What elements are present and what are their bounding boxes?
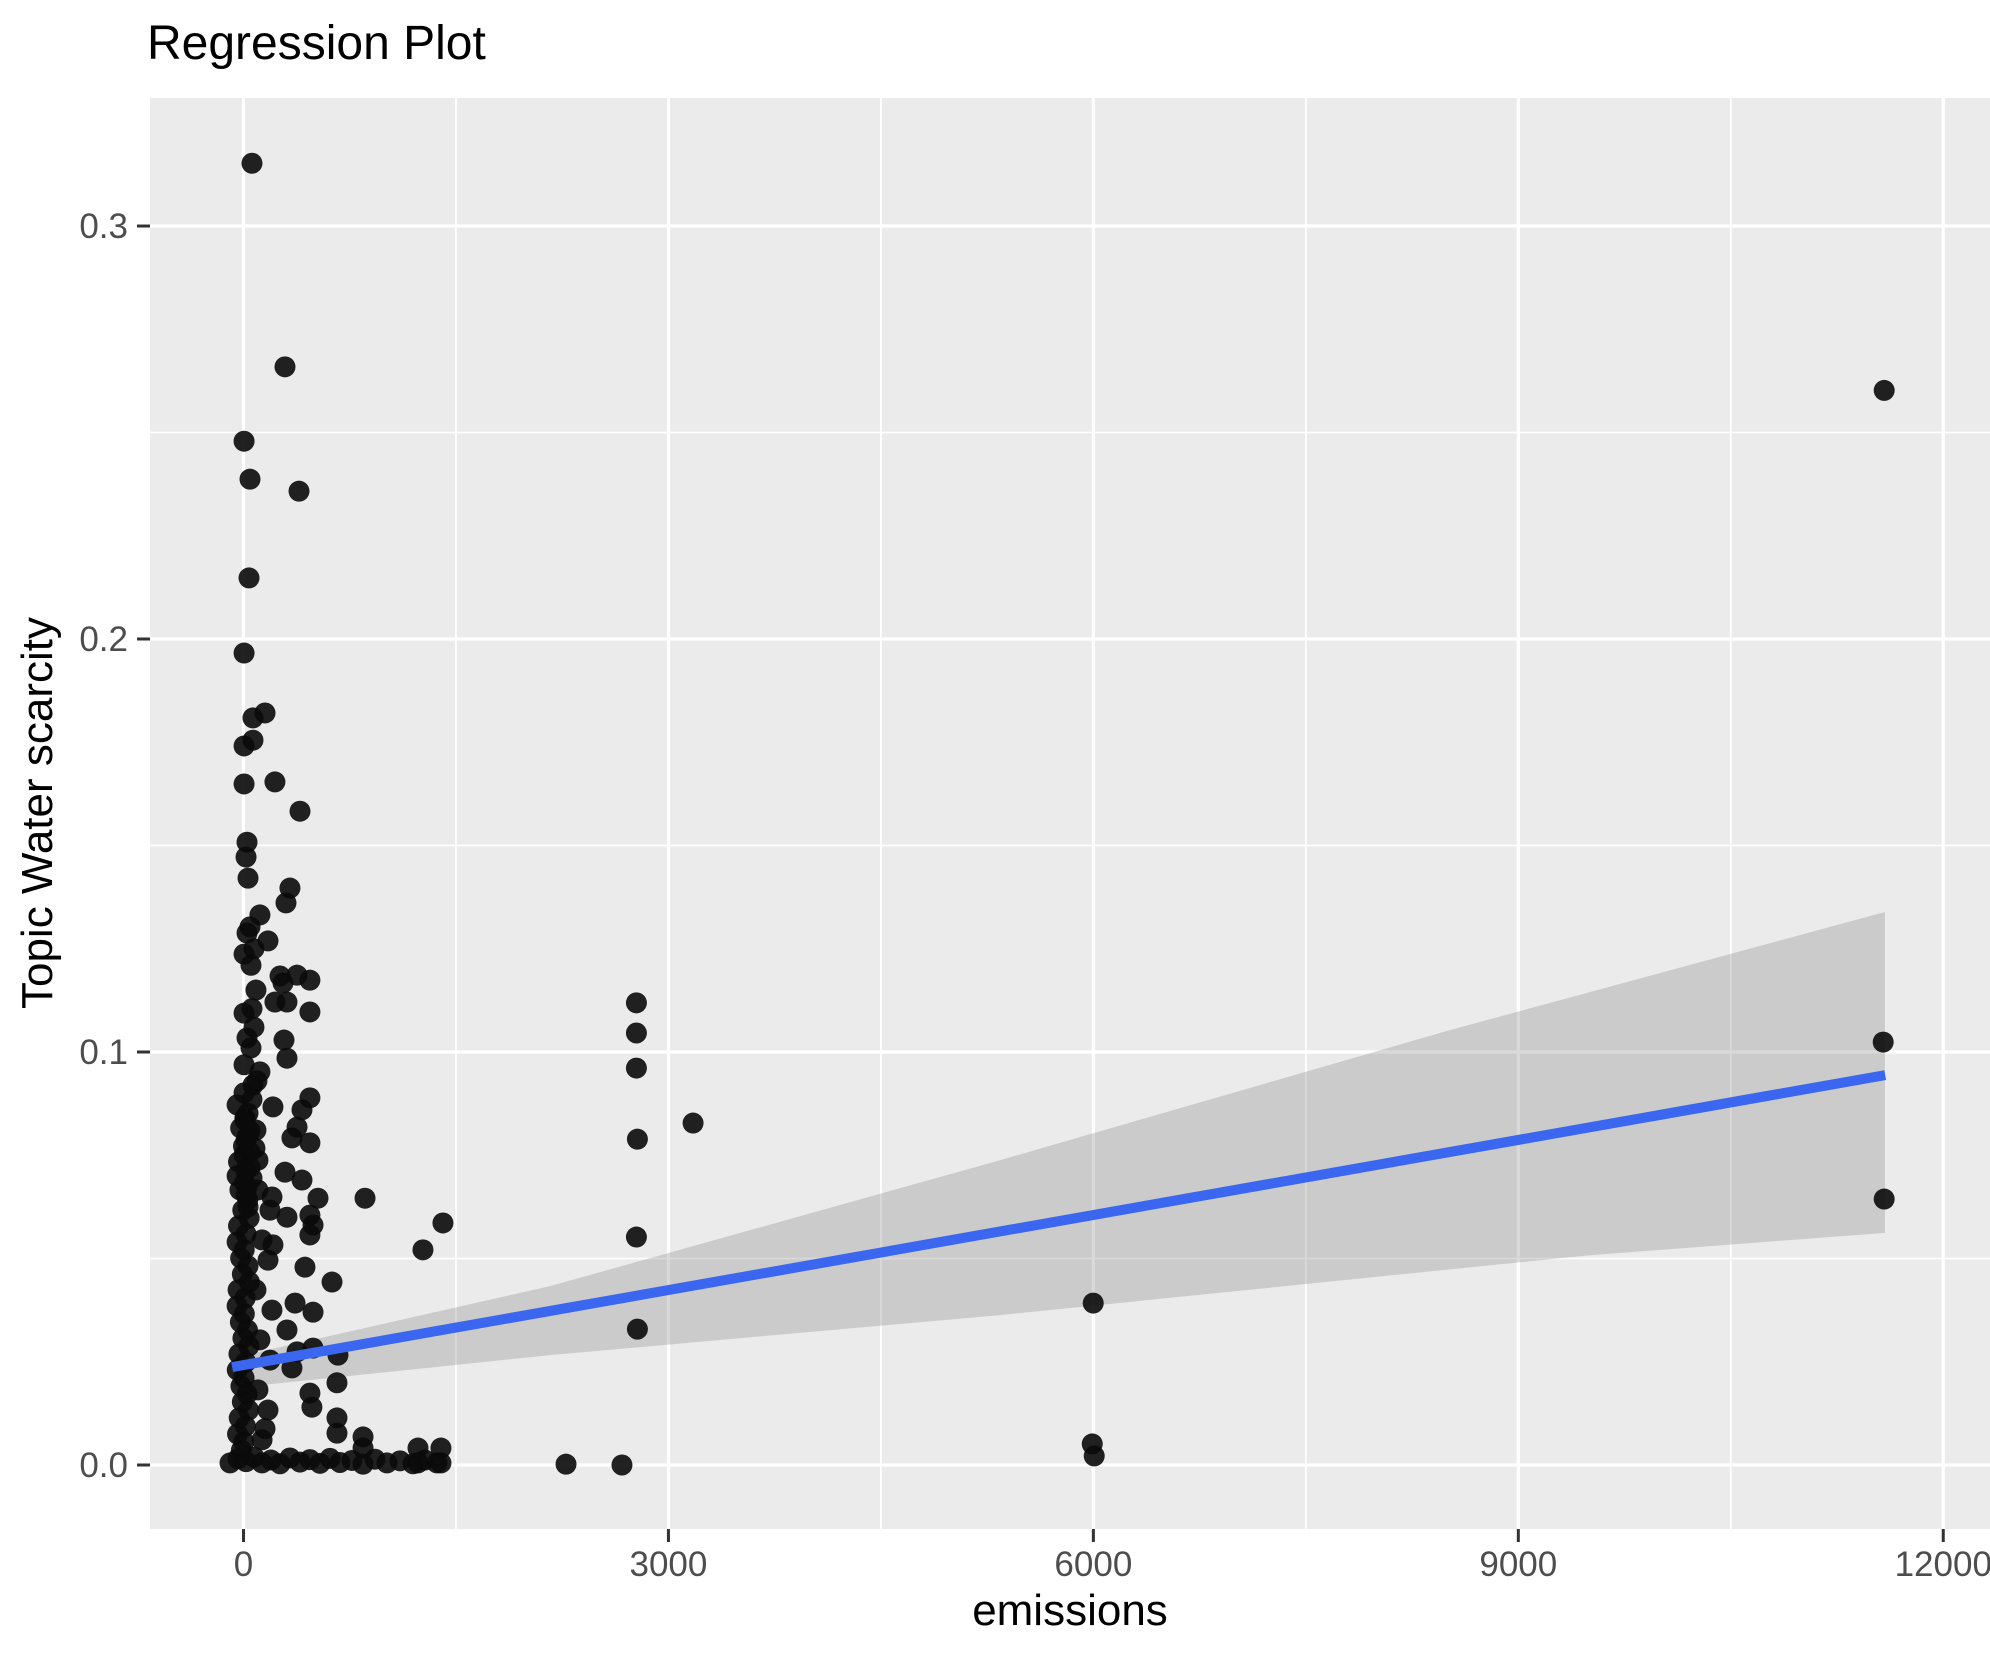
data-point <box>299 1001 321 1023</box>
data-point <box>276 1206 298 1228</box>
x-tick-label: 0 <box>234 1545 253 1584</box>
data-point <box>242 729 264 751</box>
data-point <box>247 1179 269 1201</box>
data-point <box>326 1407 348 1429</box>
data-point <box>611 1454 633 1476</box>
y-axis-title: Topic Water scarcity <box>13 616 62 1010</box>
x-axis-title: emissions <box>972 1586 1168 1635</box>
data-point <box>301 1396 323 1418</box>
data-point <box>257 1399 279 1421</box>
data-point <box>625 1226 647 1248</box>
data-point <box>233 642 255 664</box>
y-tick-label: 0.0 <box>79 1446 128 1485</box>
data-point <box>625 992 647 1014</box>
y-tick-label: 0.2 <box>79 620 128 659</box>
data-point <box>1872 1031 1894 1053</box>
data-point <box>247 1379 269 1401</box>
data-point <box>273 1029 295 1051</box>
data-point <box>262 1096 284 1118</box>
x-tick-label: 9000 <box>1479 1545 1557 1584</box>
data-point <box>240 954 262 976</box>
data-point <box>233 430 255 452</box>
data-point <box>275 892 297 914</box>
data-point <box>240 1037 262 1059</box>
data-point <box>307 1187 329 1209</box>
y-tick-label: 0.3 <box>79 207 128 246</box>
data-point <box>241 998 263 1020</box>
data-point <box>241 152 263 174</box>
data-point <box>326 1422 348 1444</box>
data-point <box>407 1452 429 1474</box>
confidence-band <box>232 911 1885 1389</box>
data-point <box>233 1054 255 1076</box>
data-point <box>299 1224 321 1246</box>
data-point <box>243 1016 265 1038</box>
data-point <box>302 1301 324 1323</box>
data-point <box>276 1319 298 1341</box>
data-point <box>412 1239 434 1261</box>
regression-line <box>231 1070 1887 1373</box>
data-point <box>236 922 258 944</box>
data-point <box>289 800 311 822</box>
data-point <box>626 1128 648 1150</box>
data-point <box>264 771 286 793</box>
data-point <box>272 972 294 994</box>
data-point <box>291 1169 313 1191</box>
data-point <box>1873 1188 1895 1210</box>
data-point <box>235 846 257 868</box>
x-tick-label: 3000 <box>629 1545 707 1584</box>
data-point <box>237 867 259 889</box>
data-point <box>274 356 296 378</box>
data-point <box>294 1256 316 1278</box>
data-point <box>276 1047 298 1069</box>
data-point <box>246 1070 268 1092</box>
x-tick-label: 12000 <box>1895 1545 1990 1584</box>
data-point <box>1873 379 1895 401</box>
data-point <box>238 567 260 589</box>
data-point <box>625 1022 647 1044</box>
data-point <box>243 938 265 960</box>
data-point <box>555 1453 577 1475</box>
data-point <box>407 1437 429 1459</box>
data-point <box>326 1372 348 1394</box>
data-point <box>276 991 298 1013</box>
y-tick-label: 0.1 <box>79 1033 128 1072</box>
data-point <box>233 773 255 795</box>
data-point <box>1082 1292 1104 1314</box>
data-point <box>257 1249 279 1271</box>
data-point <box>291 1099 313 1121</box>
data-point <box>625 1057 647 1079</box>
data-point <box>261 1299 283 1321</box>
data-point <box>430 1452 452 1474</box>
data-point <box>354 1187 376 1209</box>
data-point <box>321 1271 343 1293</box>
data-point <box>1083 1445 1105 1467</box>
data-point <box>682 1112 704 1134</box>
data-point <box>626 1318 648 1340</box>
data-point <box>430 1437 452 1459</box>
data-point <box>236 831 258 853</box>
data-point <box>251 1229 273 1251</box>
data-point <box>239 468 261 490</box>
data-point <box>288 480 310 502</box>
data-point <box>245 1119 267 1141</box>
data-point <box>254 702 276 724</box>
data-point <box>259 1199 281 1221</box>
data-point <box>281 1127 303 1149</box>
data-point <box>245 1279 267 1301</box>
data-point <box>281 1357 303 1379</box>
data-point <box>274 1161 296 1183</box>
data-point <box>249 1329 271 1351</box>
data-point <box>245 979 267 1001</box>
data-point <box>254 1418 276 1440</box>
x-tick-label: 6000 <box>1054 1545 1132 1584</box>
data-point <box>299 1132 321 1154</box>
data-point <box>284 1292 306 1314</box>
plot-title: Regression Plot <box>147 17 486 70</box>
data-point <box>432 1212 454 1234</box>
